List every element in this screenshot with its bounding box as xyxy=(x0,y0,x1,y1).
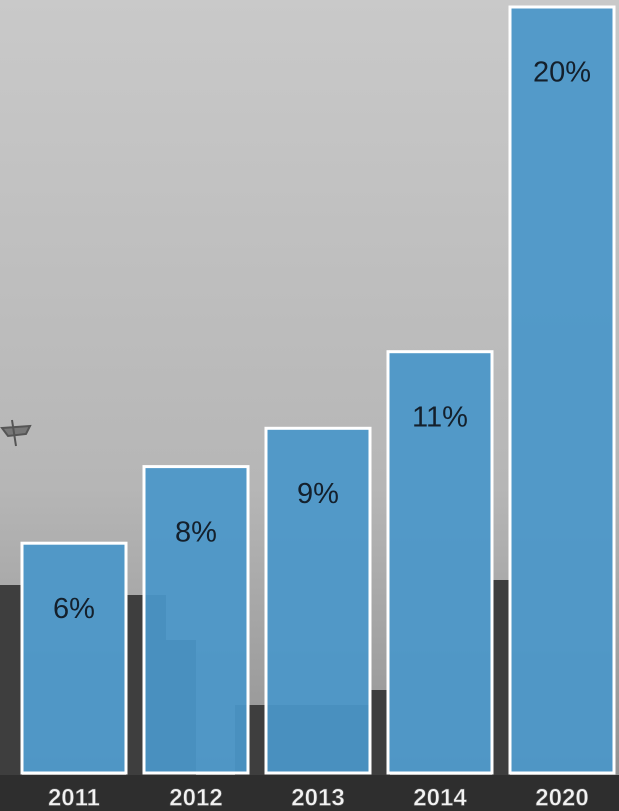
bar xyxy=(508,5,616,775)
value-label: 8% xyxy=(175,516,217,548)
bar xyxy=(386,350,494,775)
value-label: 9% xyxy=(297,478,339,510)
x-tick-label: 2011 xyxy=(48,784,100,811)
x-tick-label: 2020 xyxy=(535,784,588,811)
plane xyxy=(0,419,32,447)
bar xyxy=(20,541,128,775)
value-label: 20% xyxy=(533,57,591,89)
x-tick-label: 2014 xyxy=(413,784,467,811)
x-tick-label: 2012 xyxy=(169,784,222,811)
x-tick-label: 2013 xyxy=(291,784,344,811)
value-label: 6% xyxy=(53,593,95,625)
bar xyxy=(142,465,250,775)
value-label: 11% xyxy=(412,401,468,433)
bar xyxy=(264,426,372,775)
